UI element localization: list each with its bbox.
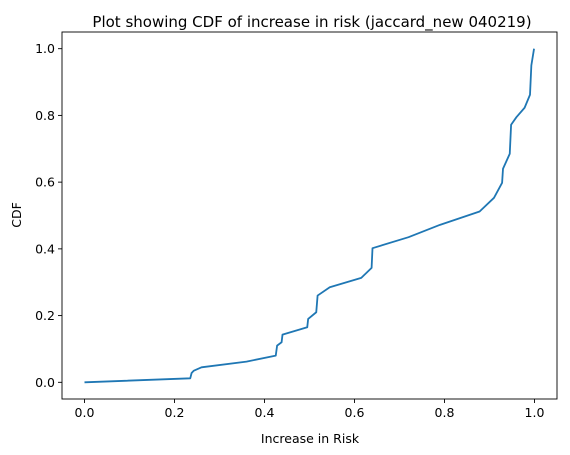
chart-title: Plot showing CDF of increase in risk (ja… bbox=[92, 13, 531, 32]
x-tick-label: 0.2 bbox=[165, 405, 185, 420]
y-axis-label: CDF bbox=[9, 202, 24, 228]
y-tick-label: 1.0 bbox=[35, 41, 55, 56]
x-tick-label: 1.0 bbox=[525, 405, 545, 420]
x-tick-label: 0.6 bbox=[345, 405, 365, 420]
x-axis-ticks: 0.0 0.2 0.4 0.6 0.8 1.0 bbox=[75, 399, 545, 420]
x-tick-label: 0.8 bbox=[435, 405, 455, 420]
x-tick-label: 0.0 bbox=[75, 405, 95, 420]
plot-area bbox=[62, 32, 557, 399]
y-tick-label: 0.2 bbox=[35, 308, 55, 323]
y-tick-label: 0.0 bbox=[35, 375, 55, 390]
y-tick-label: 0.4 bbox=[35, 241, 55, 256]
cdf-series-line bbox=[84, 48, 535, 384]
x-tick-label: 0.4 bbox=[255, 405, 275, 420]
x-axis-label: Increase in Risk bbox=[261, 431, 360, 446]
y-axis-ticks: 0.0 0.2 0.4 0.6 0.8 1.0 bbox=[35, 41, 62, 390]
y-tick-label: 0.6 bbox=[35, 175, 55, 190]
plot-frame bbox=[61, 31, 558, 400]
y-tick-label: 0.8 bbox=[35, 108, 55, 123]
